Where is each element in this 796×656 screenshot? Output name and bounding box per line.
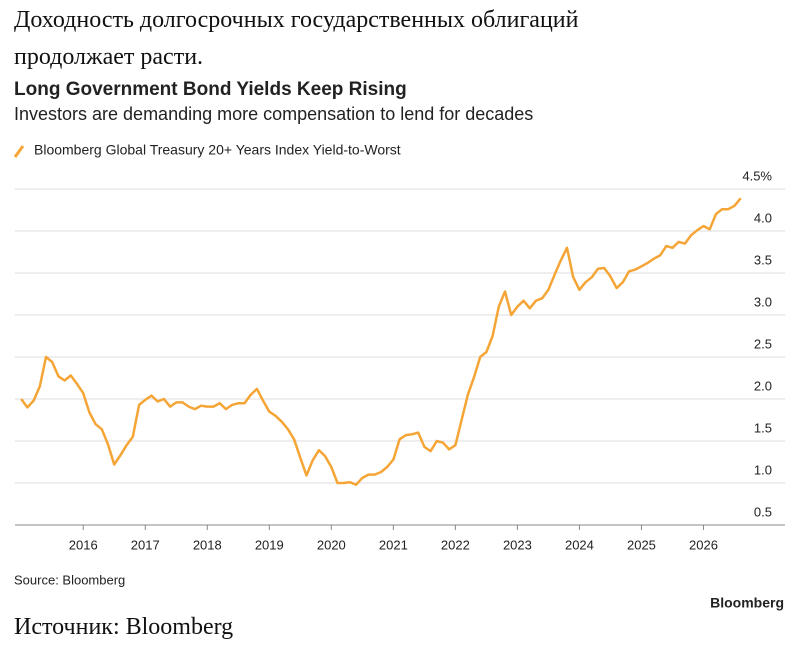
x-tick-label: 2017 [131,537,160,552]
x-tick-label: 2023 [503,537,532,552]
brand: Bloomberg [710,595,784,611]
source: Source: Bloomberg [14,572,125,587]
x-tick-label: 2020 [317,537,346,552]
y-tick-label: 3.0 [754,294,772,309]
caption: Источник: Bloomberg [14,614,234,640]
x-tick-label: 2016 [69,537,98,552]
chart-title: Long Government Bond Yields Keep Rising [14,79,407,100]
x-tick-label: 2025 [627,537,656,552]
x-tick-label: 2024 [565,537,594,552]
y-tick-label: 1.5 [754,420,772,435]
y-tick-label: 0.5 [754,504,772,519]
data-line [20,197,742,486]
legend-label: Bloomberg Global Treasury 20+ Years Inde… [34,142,401,158]
y-tick-label: 2.5 [754,336,772,351]
y-tick-label: 2.0 [754,378,772,393]
x-tick-label: 2021 [379,537,408,552]
x-tick-label: 2026 [689,537,718,552]
article-heading: Доходность долгосрочных государственных … [14,7,579,70]
y-tick-label: 1.0 [754,462,772,477]
chart-subtitle: Investors are demanding more compensatio… [14,104,533,124]
y-tick-label: 4.5% [742,168,772,183]
x-tick-label: 2019 [255,537,284,552]
legend-swatch [13,145,25,158]
x-tick-label: 2018 [193,537,222,552]
y-tick-label: 4.0 [754,210,772,225]
y-tick-label: 3.5 [754,252,772,267]
x-tick-label: 2022 [441,537,470,552]
